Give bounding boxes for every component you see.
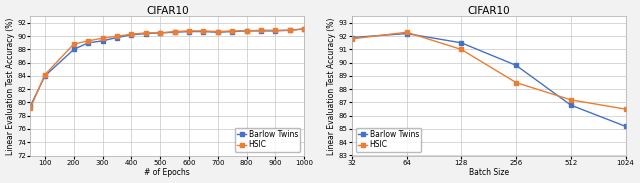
HSIC bbox=[41, 74, 49, 76]
Barlow Twins bbox=[348, 36, 356, 39]
HSIC bbox=[214, 31, 221, 33]
HSIC bbox=[271, 29, 279, 31]
Barlow Twins bbox=[27, 105, 35, 107]
Barlow Twins bbox=[271, 30, 279, 32]
Line: HSIC: HSIC bbox=[350, 31, 627, 111]
HSIC bbox=[70, 43, 77, 45]
Y-axis label: Linear Evaluation Test Accuracy (%): Linear Evaluation Test Accuracy (%) bbox=[327, 17, 336, 155]
Barlow Twins bbox=[70, 48, 77, 51]
Barlow Twins bbox=[300, 28, 308, 30]
Line: HSIC: HSIC bbox=[29, 27, 306, 109]
HSIC bbox=[512, 81, 520, 84]
HSIC bbox=[286, 29, 294, 31]
Barlow Twins bbox=[156, 32, 164, 34]
Barlow Twins bbox=[228, 31, 236, 33]
X-axis label: Batch Size: Batch Size bbox=[468, 168, 509, 178]
Y-axis label: Linear Evaluation Test Accuracy (%): Linear Evaluation Test Accuracy (%) bbox=[6, 17, 15, 155]
Barlow Twins bbox=[621, 125, 629, 127]
HSIC bbox=[200, 30, 207, 32]
HSIC bbox=[142, 32, 150, 34]
Barlow Twins bbox=[243, 30, 250, 32]
Barlow Twins bbox=[458, 42, 465, 44]
HSIC bbox=[243, 30, 250, 32]
HSIC bbox=[458, 48, 465, 51]
HSIC bbox=[567, 99, 575, 101]
Line: Barlow Twins: Barlow Twins bbox=[29, 27, 306, 108]
HSIC bbox=[403, 31, 410, 33]
Barlow Twins bbox=[185, 31, 193, 33]
Legend: Barlow Twins, HSIC: Barlow Twins, HSIC bbox=[235, 128, 300, 152]
HSIC bbox=[621, 108, 629, 110]
Barlow Twins bbox=[403, 32, 410, 35]
HSIC bbox=[348, 38, 356, 40]
HSIC bbox=[99, 37, 106, 39]
HSIC bbox=[300, 28, 308, 30]
Title: CIFAR10: CIFAR10 bbox=[146, 5, 189, 16]
Barlow Twins bbox=[286, 29, 294, 31]
X-axis label: # of Epochs: # of Epochs bbox=[145, 168, 190, 178]
HSIC bbox=[113, 35, 121, 37]
HSIC bbox=[127, 33, 135, 35]
Barlow Twins bbox=[257, 30, 265, 32]
Barlow Twins bbox=[84, 42, 92, 44]
HSIC bbox=[84, 40, 92, 42]
Barlow Twins bbox=[171, 31, 179, 33]
Barlow Twins bbox=[200, 31, 207, 33]
Barlow Twins bbox=[99, 40, 106, 42]
Line: Barlow Twins: Barlow Twins bbox=[350, 32, 627, 128]
HSIC bbox=[228, 30, 236, 32]
Barlow Twins bbox=[127, 34, 135, 36]
Barlow Twins bbox=[214, 31, 221, 33]
Barlow Twins bbox=[567, 104, 575, 106]
Barlow Twins bbox=[41, 75, 49, 77]
Barlow Twins bbox=[512, 64, 520, 66]
HSIC bbox=[171, 31, 179, 33]
HSIC bbox=[185, 30, 193, 32]
Barlow Twins bbox=[113, 36, 121, 39]
HSIC bbox=[257, 29, 265, 31]
HSIC bbox=[156, 32, 164, 34]
Legend: Barlow Twins, HSIC: Barlow Twins, HSIC bbox=[356, 128, 421, 152]
Title: CIFAR10: CIFAR10 bbox=[467, 5, 510, 16]
Barlow Twins bbox=[142, 32, 150, 35]
HSIC bbox=[27, 107, 35, 109]
